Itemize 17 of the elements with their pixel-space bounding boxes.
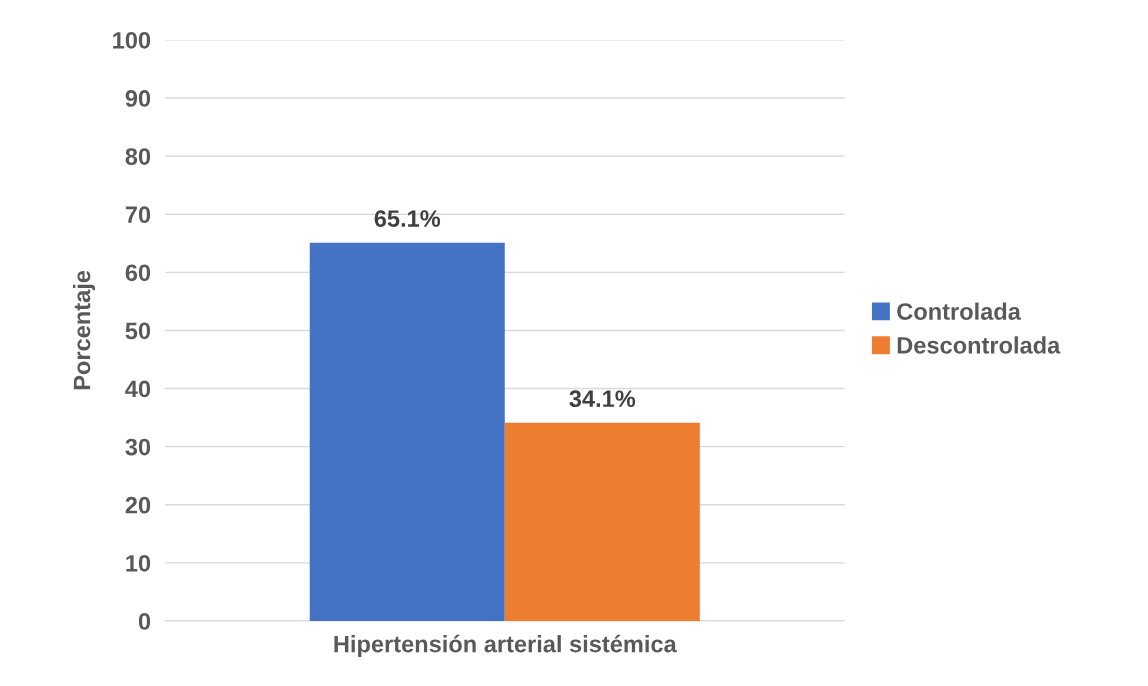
y-tick-label: 20 [125,496,151,514]
y-tick-label: 70 [125,206,151,224]
legend-label: Descontrolada [897,336,1061,354]
y-tick-label: 90 [125,90,151,107]
y-tick-label: 80 [125,148,151,165]
y-tick-label: 10 [126,554,151,572]
y-axis-title: Porcentaje [73,270,96,390]
legend-label: Controlada [897,302,1022,320]
data-label: 65.1% [374,210,441,227]
y-tick-label: 0 [138,613,151,630]
y-tick-label: 40 [125,380,151,398]
y-tick-label: 100 [113,31,151,49]
x-tick-label: Hipertensión arterial sistémica [334,634,677,658]
y-tick-label: 50 [125,322,151,340]
y-tick-label: 30 [125,438,151,456]
y-tick-label: 60 [125,264,151,282]
data-label: 34.1% [569,390,636,408]
